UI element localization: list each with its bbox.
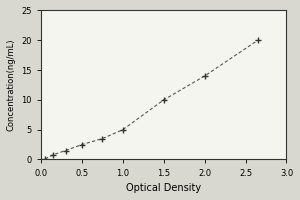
X-axis label: Optical Density: Optical Density (126, 183, 201, 193)
Y-axis label: Concentration(ng/mL): Concentration(ng/mL) (7, 39, 16, 131)
